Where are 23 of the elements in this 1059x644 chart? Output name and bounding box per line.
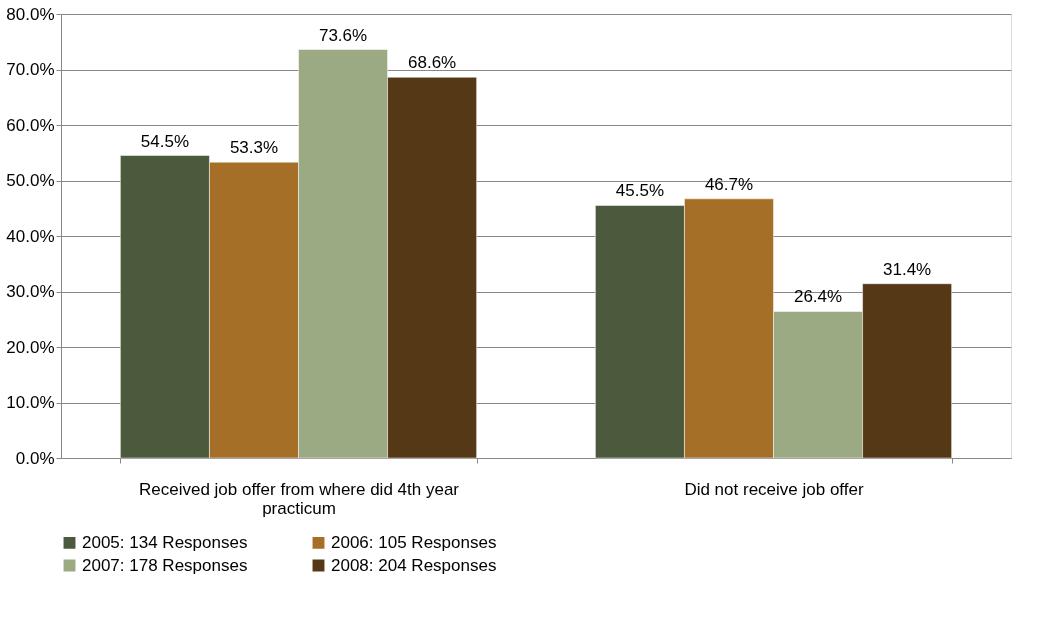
legend-label: 2006: 105 Responses	[331, 532, 497, 552]
x-tick-label: Received job offer from where did 4th year practicum	[138, 479, 460, 518]
text: 31.4%	[882, 259, 932, 279]
y-tick-label: 60.0%	[6, 115, 55, 135]
text: 45.5%	[615, 181, 665, 201]
text: 73.6%	[318, 25, 368, 45]
legend-label: 2005: 134 Responses	[82, 532, 248, 552]
text: 68.6%	[407, 53, 457, 73]
y-tick-label: 0.0%	[15, 448, 55, 468]
y-tick-label: 30.0%	[6, 282, 55, 301]
y-tick-label: 70.0%	[6, 60, 55, 79]
legend-label: 2008: 204 Responses	[331, 555, 497, 575]
y-tick-label: 80.0%	[6, 4, 55, 24]
text: 46.7%	[704, 174, 754, 194]
text: 26.4%	[793, 287, 843, 307]
text: 53.3%	[229, 138, 279, 158]
x-tick-label: Did not receive job offer	[684, 479, 864, 499]
y-tick-label: 10.0%	[6, 393, 55, 412]
y-tick-label: 40.0%	[6, 226, 55, 246]
y-tick-label: 50.0%	[6, 171, 55, 190]
text: 54.5%	[140, 131, 190, 151]
y-tick-label: 20.0%	[6, 337, 55, 357]
legend-label: 2007: 178 Responses	[82, 555, 248, 575]
